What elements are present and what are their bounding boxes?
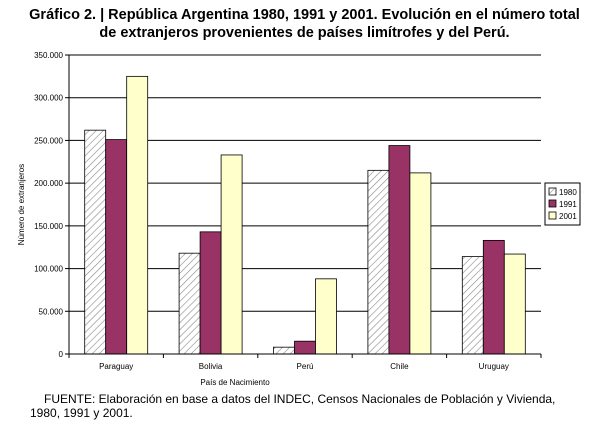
x-tick-label: Chile	[390, 362, 409, 371]
bar-2001-chile	[409, 172, 432, 355]
x-tick-label: Bolivia	[199, 362, 223, 371]
y-tick-label: 300.000	[34, 94, 63, 103]
bar-1991-bolivia	[199, 231, 222, 355]
chart-title: Gráfico 2. | República Argentina 1980, 1…	[0, 6, 609, 42]
y-tick-label: 50.000	[39, 307, 64, 316]
bar-chart: 0 50.000 100.000 150.000 200.000 250.000 300.0…	[17, 51, 581, 387]
y-tick-label: 350.000	[34, 51, 63, 60]
x-tick-label: Uruguay	[479, 362, 509, 371]
bar-1991-paraguay	[105, 139, 128, 355]
bar-1991-chile	[388, 145, 411, 355]
bar-2001-paraguay	[126, 75, 149, 355]
y-tick-label: 0	[59, 350, 64, 359]
y-tick-label: 150.000	[34, 222, 63, 231]
x-tick-label: Perú	[297, 362, 314, 371]
legend-swatch-1991	[548, 199, 557, 208]
bar-1980-uruguay	[461, 256, 484, 355]
legend-swatch-2001	[548, 211, 557, 220]
source-note-line-1: FUENTE: Elaboración en base a datos del …	[44, 392, 556, 406]
bar-1980-bolivia	[178, 252, 201, 355]
legend-swatch-1980	[548, 187, 557, 196]
legend-label-1980: 1980	[559, 188, 577, 197]
y-tick-label: 200.000	[34, 179, 63, 188]
bar-1980-chile	[367, 169, 390, 355]
chart-title-line-1: Gráfico 2. | República Argentina 1980, 1…	[29, 7, 580, 23]
source-note-line-2: 1980, 1991 y 2001.	[30, 406, 133, 420]
y-tick-label: 100.000	[34, 265, 63, 274]
x-tick-label: Paraguay	[99, 362, 133, 371]
source-note: FUENTE: Elaboración en base a datos del …	[30, 392, 590, 420]
bar-2001-perú	[315, 278, 337, 355]
y-tick-label: 250.000	[34, 136, 63, 145]
y-axis-title: Número de extranjeros	[17, 164, 26, 245]
legend-label-1991: 1991	[559, 200, 577, 209]
x-axis-title: País de Nacimiento	[200, 378, 270, 387]
bar-2001-bolivia	[220, 154, 243, 355]
bar-1991-perú	[294, 340, 316, 355]
legend-label-2001: 2001	[559, 212, 577, 221]
chart-title-line-2: de extranjeros provenientes de países li…	[99, 25, 510, 41]
bar-1980-paraguay	[84, 129, 107, 355]
bar-1991-uruguay	[482, 239, 505, 355]
bar-1980-perú	[273, 346, 295, 355]
bar-2001-uruguay	[503, 253, 526, 355]
